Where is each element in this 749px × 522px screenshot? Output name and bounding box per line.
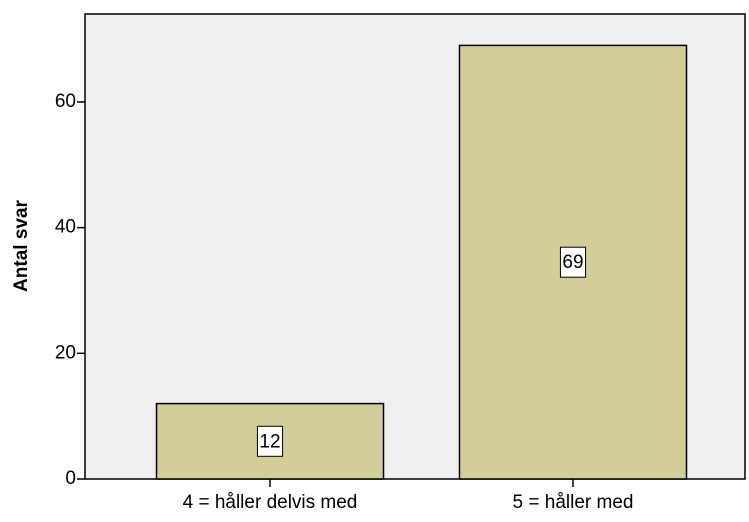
value-label: 12 bbox=[259, 431, 280, 452]
y-tick-label: 0 bbox=[65, 468, 76, 489]
y-axis-label: Antal svar bbox=[11, 199, 32, 291]
value-label: 69 bbox=[562, 252, 583, 273]
y-tick-label: 40 bbox=[55, 217, 76, 238]
y-tick-label: 60 bbox=[55, 91, 76, 112]
y-tick-label: 20 bbox=[55, 342, 76, 363]
x-tick-label: 5 = håller med bbox=[513, 492, 634, 513]
value-label-box bbox=[559, 246, 587, 278]
value-label-box bbox=[256, 425, 284, 457]
x-tick-label: 4 = håller delvis med bbox=[183, 492, 358, 513]
